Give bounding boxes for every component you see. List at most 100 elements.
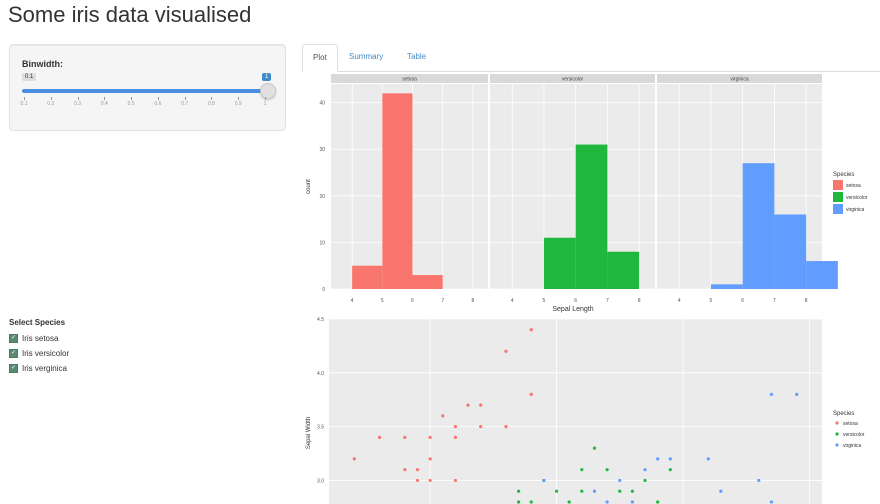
y-tick-label: 3.5 — [317, 425, 324, 431]
scatter-point — [479, 425, 483, 429]
histogram-chart: setosa 4 5 6 7 8 versicolor 4 5 6 7 8 virginica 4 5 6 7 8… — [306, 74, 868, 313]
legend-swatch — [833, 192, 843, 202]
slider-tick-label: 0.9 — [234, 101, 242, 107]
slider-tick — [157, 97, 159, 100]
x-tick-label: 4 — [678, 298, 681, 304]
slider-tick — [77, 97, 79, 100]
scatter-point — [529, 500, 533, 504]
histogram-bar — [382, 93, 413, 290]
scatter-point — [656, 500, 660, 504]
scatter-point — [441, 414, 445, 418]
facet-strip-label: versicolor — [562, 77, 584, 83]
histogram-bar — [412, 275, 443, 289]
legend-swatch — [835, 432, 839, 436]
scatter-point — [618, 489, 622, 493]
x-tick-label: 8 — [472, 298, 475, 304]
x-tick-label: 8 — [805, 298, 808, 304]
x-tick-label: 7 — [773, 298, 776, 304]
checkbox-icon[interactable]: ✓ — [9, 364, 18, 373]
scatter-point — [769, 500, 774, 504]
scatter-point — [668, 457, 672, 461]
slider-tick — [104, 97, 106, 100]
scatter-point — [517, 489, 521, 493]
histogram-bar — [575, 144, 608, 289]
facet-strip-label: setosa — [402, 77, 417, 83]
histogram-bar — [543, 237, 576, 289]
page-title: Some iris data visualised — [8, 2, 252, 27]
binwidth-label: Binwidth: — [22, 59, 63, 69]
binwidth-slider-track[interactable] — [22, 89, 265, 93]
legend-label: virginica — [843, 443, 862, 449]
legend-label: versicolor — [843, 432, 865, 438]
checkbox-setosa[interactable]: ✓ Iris setosa — [9, 334, 58, 343]
scatter-point — [769, 392, 774, 396]
y-tick-label: 30 — [319, 147, 325, 153]
slider-tick-label: 0.3 — [74, 101, 82, 107]
y-tick-label: 4.5 — [317, 317, 324, 323]
scatter-point — [795, 392, 799, 396]
slider-tick-label: 1 — [263, 101, 267, 107]
species-group-label: Select Species — [9, 318, 66, 327]
slider-tick — [50, 97, 52, 100]
scatter-point — [428, 478, 432, 483]
legend-title: Species — [833, 172, 854, 178]
scatter-point — [554, 489, 559, 493]
slider-tick-label: 0.6 — [154, 101, 162, 107]
checkbox-versicolor[interactable]: ✓ Iris versicolor — [9, 349, 69, 358]
slider-tick-label: 0.7 — [181, 101, 189, 107]
scatter-point — [592, 446, 597, 450]
binwidth-panel: Binwidth: 0.1 1 0.1 0.2 0.3 0.4 0.5 0.6 0.7 0.8… — [9, 44, 286, 131]
tab-plot[interactable]: Plot — [302, 44, 338, 72]
scatter-point — [453, 425, 458, 429]
x-tick-label: 6 — [741, 298, 744, 304]
scatter-point — [466, 403, 470, 407]
x-tick-label: 5 — [710, 298, 713, 304]
scatter-point — [504, 349, 508, 353]
scatter-point — [517, 500, 521, 504]
scatter-point — [643, 478, 647, 483]
binwidth-slider-handle[interactable] — [260, 83, 276, 99]
scatter-point — [453, 478, 458, 483]
y-axis-label: Sepal Width — [306, 417, 312, 449]
scatter-point — [605, 500, 609, 504]
legend-title: Species — [833, 411, 854, 417]
legend-swatch — [835, 421, 839, 425]
slider-tick-label: 0.1 — [20, 101, 28, 107]
scatter-panel — [329, 319, 822, 504]
y-tick-label: 20 — [319, 194, 325, 200]
scatter-point — [630, 489, 634, 493]
y-tick-label: 4.0 — [317, 371, 324, 377]
histogram-bar — [352, 265, 383, 289]
checkbox-icon[interactable]: ✓ — [9, 334, 18, 343]
legend-label: setosa — [846, 183, 861, 189]
histogram-bar — [806, 261, 838, 289]
y-tick-label: 0 — [322, 287, 325, 293]
x-tick-label: 6 — [411, 298, 414, 304]
histogram-bar — [774, 214, 807, 289]
y-tick-label: 3.0 — [317, 478, 324, 484]
legend-label: setosa — [843, 421, 858, 427]
checkbox-label: Iris setosa — [22, 334, 59, 343]
scatter-point — [529, 392, 533, 396]
checkbox-virginica[interactable]: ✓ Iris verginica — [9, 364, 67, 373]
scatter-point — [403, 435, 407, 439]
scatter-point — [668, 468, 672, 472]
legend-swatch — [833, 204, 843, 214]
scatter-point — [580, 489, 584, 493]
facet-strip-label: virginica — [730, 77, 749, 83]
scatter-point — [529, 328, 533, 332]
scatter-point — [706, 457, 710, 461]
slider-tick-label: 0.4 — [100, 101, 108, 107]
scatter-point — [618, 478, 622, 483]
checkbox-icon[interactable]: ✓ — [9, 349, 18, 358]
y-axis-label: count — [306, 179, 312, 194]
scatter-point — [567, 500, 571, 504]
tab-summary[interactable]: Summary — [349, 52, 384, 61]
scatter-chart: 3.0 3.5 4.0 4.5 Sepal Width Species setosa vers… — [306, 317, 865, 504]
x-tick-label: 8 — [638, 298, 641, 304]
tab-table[interactable]: Table — [407, 52, 427, 61]
slider-tick-label: 0.2 — [47, 101, 55, 107]
facet-strip — [490, 74, 655, 83]
slider-tick — [184, 97, 186, 100]
slider-tick — [131, 97, 133, 100]
